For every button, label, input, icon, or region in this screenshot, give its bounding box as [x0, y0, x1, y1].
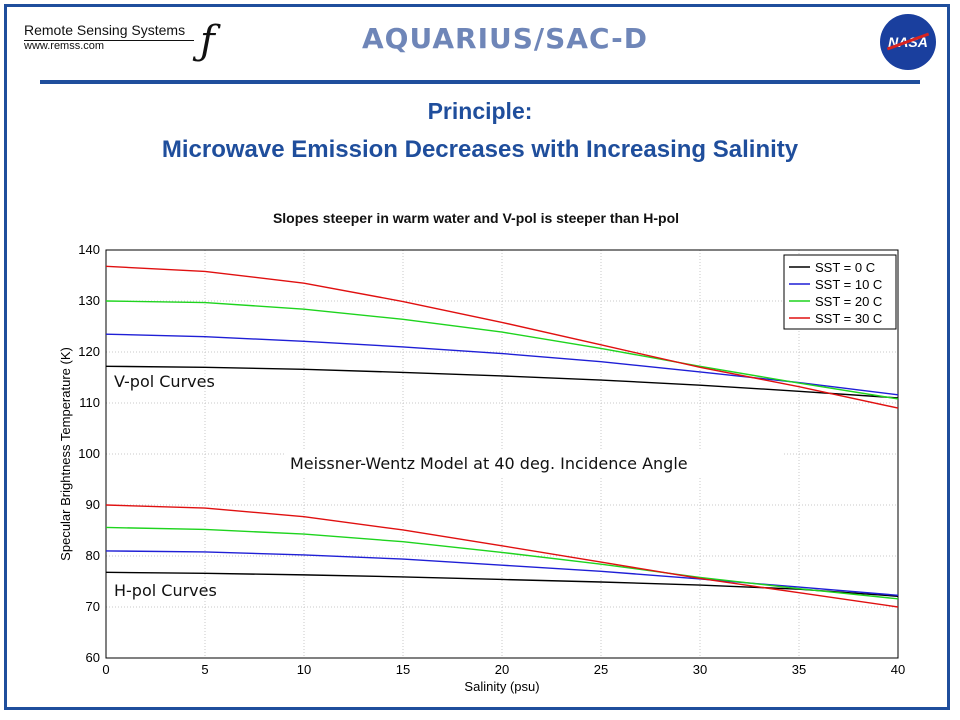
x-tick-label: 0: [102, 662, 109, 677]
y-tick-label: 130: [78, 293, 100, 308]
y-axis-label: Specular Brightness Temperature (K): [58, 347, 73, 561]
chart-subtitle: Slopes steeper in warm water and V-pol i…: [272, 210, 680, 226]
plot-border: [105, 249, 899, 659]
x-tick-label: 35: [792, 662, 806, 677]
rss-url: www.remss.com: [24, 40, 105, 52]
aquarius-logo: AQUARIUS/SAC-D: [362, 22, 649, 55]
x-axis-label: Salinity (psu): [464, 679, 539, 694]
x-tick-label: 10: [297, 662, 311, 677]
x-tick-label: 25: [594, 662, 608, 677]
model-annotation: Meissner-Wentz Model at 40 deg. Incidenc…: [290, 454, 688, 473]
y-tick-label: 60: [86, 650, 100, 665]
rss-logo-rule: [24, 40, 194, 41]
header-rule: [40, 80, 920, 84]
series-line: [105, 333, 899, 396]
series-line: [105, 300, 899, 400]
y-tick-label: 140: [78, 242, 100, 257]
y-tick-label: 100: [78, 446, 100, 461]
series-line: [105, 365, 899, 399]
rss-f-glyph-icon: ƒ: [200, 18, 215, 64]
y-tick-label: 110: [79, 395, 100, 410]
hpol-annotation: H-pol Curves: [114, 581, 217, 600]
y-tick-label: 70: [86, 599, 100, 614]
x-tick-label: 15: [396, 662, 410, 677]
legend-label: SST = 20 C: [815, 294, 882, 309]
y-tick-label: 90: [86, 497, 100, 512]
series-line: [105, 526, 899, 600]
legend-label: SST = 30 C: [815, 311, 882, 326]
vpol-annotation: V-pol Curves: [114, 372, 215, 391]
nasa-logo: NASA: [880, 14, 936, 70]
series-line: [105, 504, 899, 608]
y-tick-label: 80: [86, 548, 100, 563]
model-annotation-bg: [284, 449, 784, 476]
rss-name: Remote Sensing Systems: [24, 22, 186, 38]
x-tick-label: 30: [693, 662, 707, 677]
series-line: [105, 265, 899, 409]
y-tick-label: 120: [78, 344, 100, 359]
slide-title-line2: Microwave Emission Decreases with Increa…: [161, 136, 799, 163]
x-tick-label: 5: [201, 662, 208, 677]
slide-frame: [4, 4, 950, 710]
rss-logo: Remote Sensing Systems www.remss.com ƒ: [24, 18, 215, 64]
x-tick-label: 20: [495, 662, 509, 677]
legend-label: SST = 10 C: [815, 277, 882, 292]
legend-label: SST = 0 C: [815, 260, 875, 275]
x-tick-label: 40: [891, 662, 905, 677]
slide-title-line1: Principle:: [427, 98, 533, 124]
